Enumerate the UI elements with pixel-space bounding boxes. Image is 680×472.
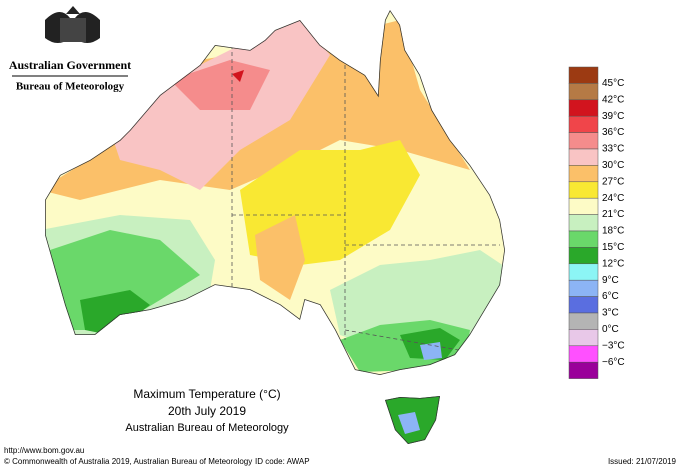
legend-swatch	[568, 214, 599, 232]
legend-label: 0°C	[602, 324, 619, 335]
legend-label: 6°C	[602, 291, 619, 302]
legend-swatch	[568, 361, 599, 379]
legend-swatch	[568, 99, 599, 117]
legend-label: 12°C	[602, 258, 624, 269]
footer-copyright: © Commonwealth of Australia 2019, Austra…	[4, 457, 252, 466]
legend-label: 33°C	[602, 144, 624, 155]
footer-id: ID code: AWAP	[255, 457, 310, 466]
legend-swatch	[568, 263, 599, 281]
legend-label: 30°C	[602, 160, 624, 171]
legend-swatch	[568, 230, 599, 248]
legend-label: 15°C	[602, 242, 624, 253]
legend-label: 36°C	[602, 127, 624, 138]
legend-label: −6°C	[602, 357, 625, 368]
legend-swatch	[568, 296, 599, 314]
legend-swatch	[568, 197, 599, 215]
map-date: 20th July 2019	[168, 404, 246, 418]
legend-swatch	[568, 132, 599, 150]
legend-swatch	[568, 312, 599, 330]
legend-label: 42°C	[602, 94, 624, 105]
footer-issued: Issued: 21/07/2019	[608, 457, 677, 466]
footer-url: http://www.bom.gov.au	[4, 446, 84, 455]
legend-swatch	[568, 83, 599, 101]
tasmania	[385, 396, 440, 444]
legend-label: 27°C	[602, 176, 624, 187]
legend-label: 18°C	[602, 226, 624, 237]
legend-swatch	[568, 247, 599, 265]
legend-label: 21°C	[602, 209, 624, 220]
legend-swatch	[568, 279, 599, 297]
header-title: Australian Government	[9, 58, 131, 72]
emblem	[45, 6, 100, 43]
legend-swatch	[568, 66, 599, 84]
legend-swatch	[568, 329, 599, 347]
legend-label: 39°C	[602, 111, 624, 122]
legend-swatch	[568, 165, 599, 183]
legend-swatch	[568, 148, 599, 166]
legend-label: 24°C	[602, 193, 624, 204]
legend-label: −3°C	[602, 340, 625, 351]
map-source: Australian Bureau of Meteorology	[125, 422, 289, 434]
legend-label: 3°C	[602, 308, 619, 319]
legend-swatch	[568, 181, 599, 199]
legend-swatch	[568, 115, 599, 133]
header-subtitle: Bureau of Meteorology	[16, 81, 125, 93]
legend: 45°C 42°C 39°C 36°C 33°C 30°C 27°C 24°C 21°C 18°C…	[568, 66, 625, 379]
legend-label: 9°C	[602, 275, 619, 286]
legend-label: 45°C	[602, 78, 624, 89]
map-title: Maximum Temperature (°C)	[133, 387, 280, 401]
legend-swatch	[568, 345, 599, 363]
